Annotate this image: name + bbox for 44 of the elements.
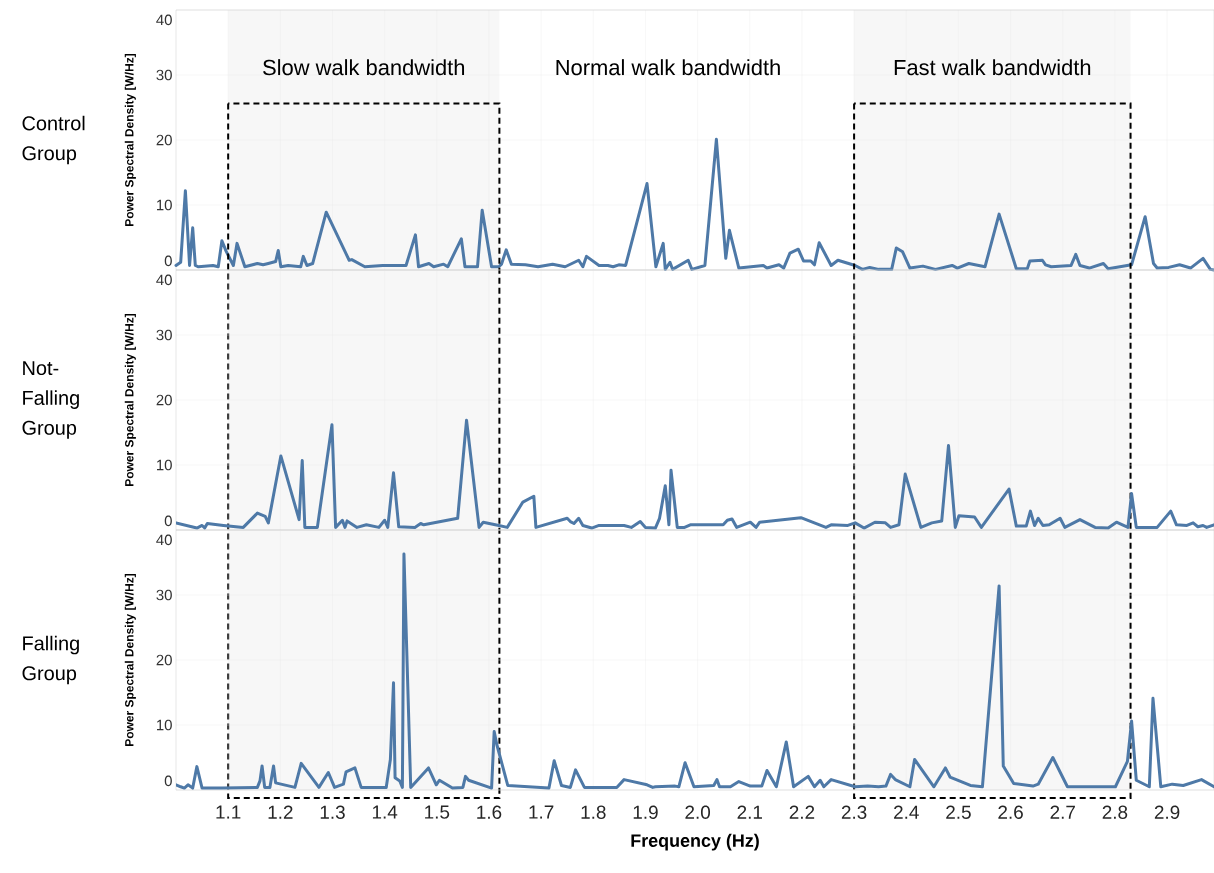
y-tick-label: 40 (156, 14, 172, 26)
x-tick-label: 1.6 (477, 805, 502, 819)
x-tick-label: 1.5 (425, 805, 450, 819)
y-tick-label: 20 (156, 134, 172, 146)
y-tick-label: 10 (157, 199, 172, 211)
text: Falling Group (22, 635, 79, 685)
y-tick-label: 0 (164, 515, 172, 527)
x-tick-label: 2.9 (1154, 805, 1180, 819)
x-tick-label: 1.3 (320, 805, 345, 819)
x-tick-label: 2.1 (737, 805, 762, 819)
text: Control Group (22, 115, 85, 165)
x-tick-label: 1.4 (372, 805, 398, 819)
text: Not-Falling Group (22, 361, 79, 439)
y-tick-label: 20 (156, 654, 172, 666)
y-tick-label: 10 (157, 719, 172, 731)
y-tick-label: 10 (157, 459, 172, 471)
x-tick-label: 1.8 (581, 805, 606, 819)
band-label: Slow walk bandwidth (263, 59, 465, 76)
x-tick-label: 2.8 (1102, 805, 1128, 819)
x-tick-label: 2.0 (685, 805, 711, 819)
y-axis-title: Power Spectral Density [W/Hz] (124, 54, 136, 226)
y-tick-label: 40 (156, 534, 172, 546)
x-tick-label: 1.7 (529, 805, 554, 819)
x-tick-label: 2.4 (894, 805, 919, 819)
x-tick-label: 2.2 (789, 805, 815, 819)
band-label: Fast walk bandwidth (894, 59, 1091, 76)
x-tick-label: 1.1 (216, 805, 241, 819)
y-tick-label: 0 (164, 775, 172, 787)
y-tick-label: 0 (164, 255, 172, 267)
annotation: Normal walk bandwidth (556, 59, 780, 76)
y-tick-label: 30 (156, 589, 172, 601)
y-tick-label: 20 (156, 394, 172, 406)
x-tick-label: 1.9 (633, 805, 658, 819)
y-tick-label: 30 (156, 329, 172, 341)
y-tick-label: 30 (156, 69, 172, 81)
x-tick-label: 2.5 (946, 805, 971, 819)
x-tick-label: 2.6 (998, 805, 1023, 819)
x-tick-label: 2.7 (1050, 805, 1075, 819)
y-axis-title: Power Spectral Density [W/Hz] (124, 574, 136, 746)
x-axis-title: Frequency (Hz) (631, 833, 759, 851)
y-axis-title: Power Spectral Density [W/Hz] (124, 313, 136, 486)
y-tick-label: 40 (156, 274, 172, 286)
x-tick-label: 2.3 (841, 805, 867, 819)
x-tick-label: 1.2 (268, 805, 293, 819)
